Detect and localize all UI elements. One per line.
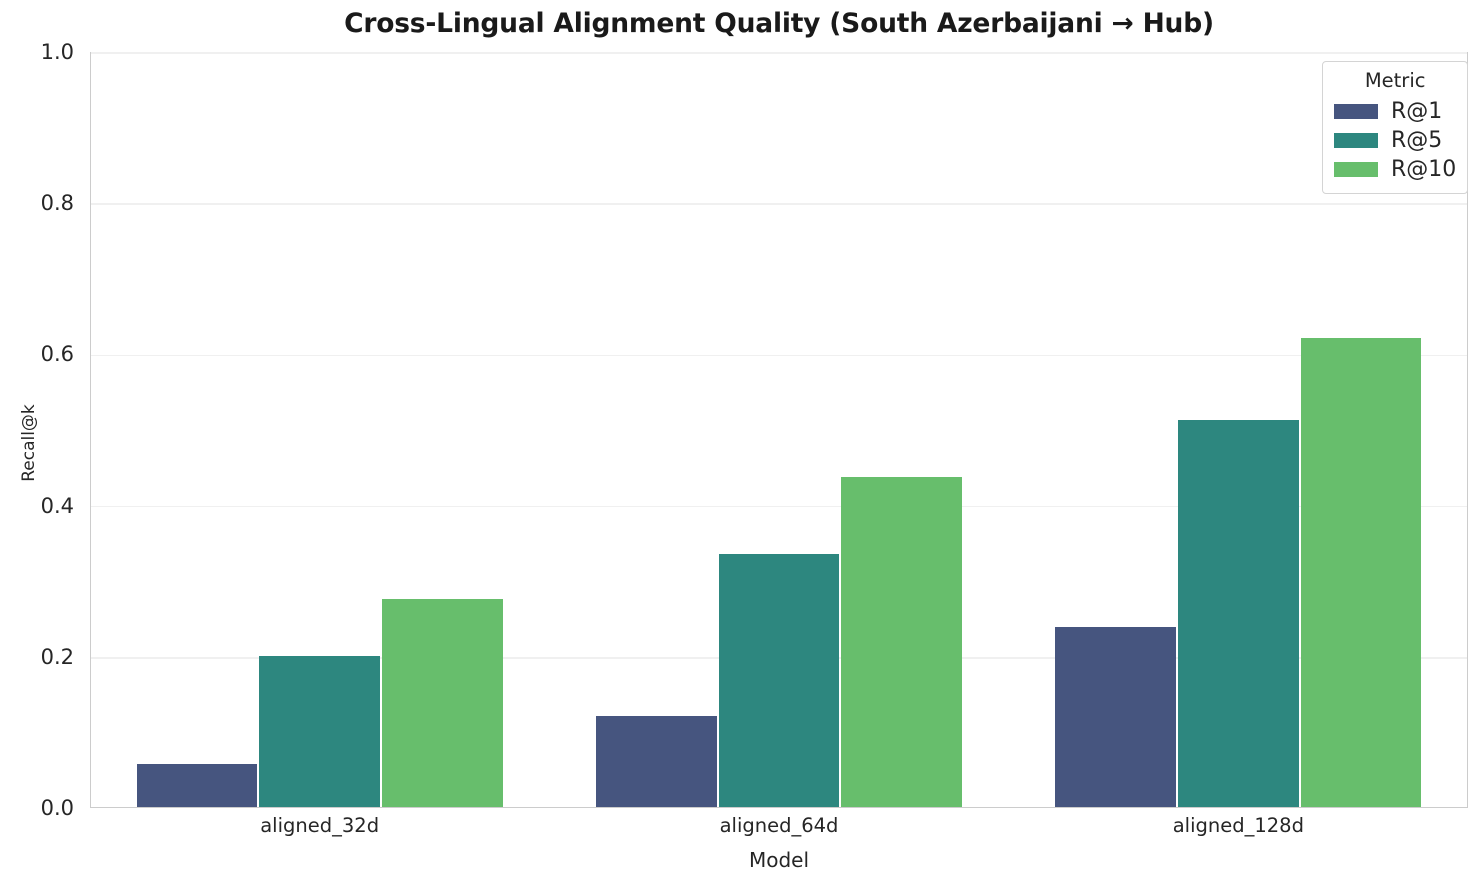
bar[interactable]	[1055, 627, 1176, 807]
y-axis-label: Recall@k	[18, 403, 39, 482]
x-tick-label: aligned_128d	[1172, 814, 1304, 837]
legend[interactable]: Metric R@1 R@5 R@10	[1322, 61, 1469, 194]
legend-title: Metric	[1364, 69, 1426, 92]
legend-item[interactable]: R@1	[1334, 97, 1456, 126]
x-tick-label: aligned_64d	[719, 814, 839, 837]
bar[interactable]	[1300, 338, 1422, 807]
legend-entries: R@1 R@5 R@10	[1334, 97, 1456, 184]
gridline	[91, 52, 1467, 54]
legend-item[interactable]: R@5	[1334, 126, 1456, 155]
gridline	[91, 354, 1467, 357]
y-tick-label: 0.0	[40, 796, 74, 820]
gridline	[91, 203, 1467, 205]
legend-item[interactable]: R@10	[1334, 155, 1456, 184]
y-tick-label: 0.4	[40, 493, 74, 518]
gridline	[91, 505, 1467, 508]
bar[interactable]	[259, 655, 380, 807]
bar[interactable]	[596, 715, 717, 807]
x-axis-label: Model	[748, 848, 810, 872]
y-tick-label: 0.6	[40, 342, 74, 367]
bar[interactable]	[136, 763, 258, 807]
bar[interactable]	[1178, 419, 1299, 807]
chart-title: Cross-Lingual Alignment Quality (South A…	[344, 8, 1214, 39]
bar[interactable]	[841, 477, 962, 807]
plot-area	[90, 52, 1468, 808]
legend-item-label: R@5	[1391, 127, 1443, 153]
bar[interactable]	[718, 553, 840, 807]
legend-swatch	[1334, 162, 1378, 177]
y-tick-label: 0.2	[40, 644, 74, 669]
bar[interactable]	[382, 599, 503, 807]
legend-swatch	[1334, 104, 1378, 119]
x-tick-label: aligned_32d	[260, 814, 380, 837]
legend-item-label: R@10	[1391, 156, 1457, 182]
legend-item-label: R@1	[1391, 98, 1443, 124]
legend-swatch	[1334, 133, 1378, 148]
y-tick-label: 0.8	[40, 191, 74, 216]
y-tick-label: 1.0	[40, 40, 74, 64]
